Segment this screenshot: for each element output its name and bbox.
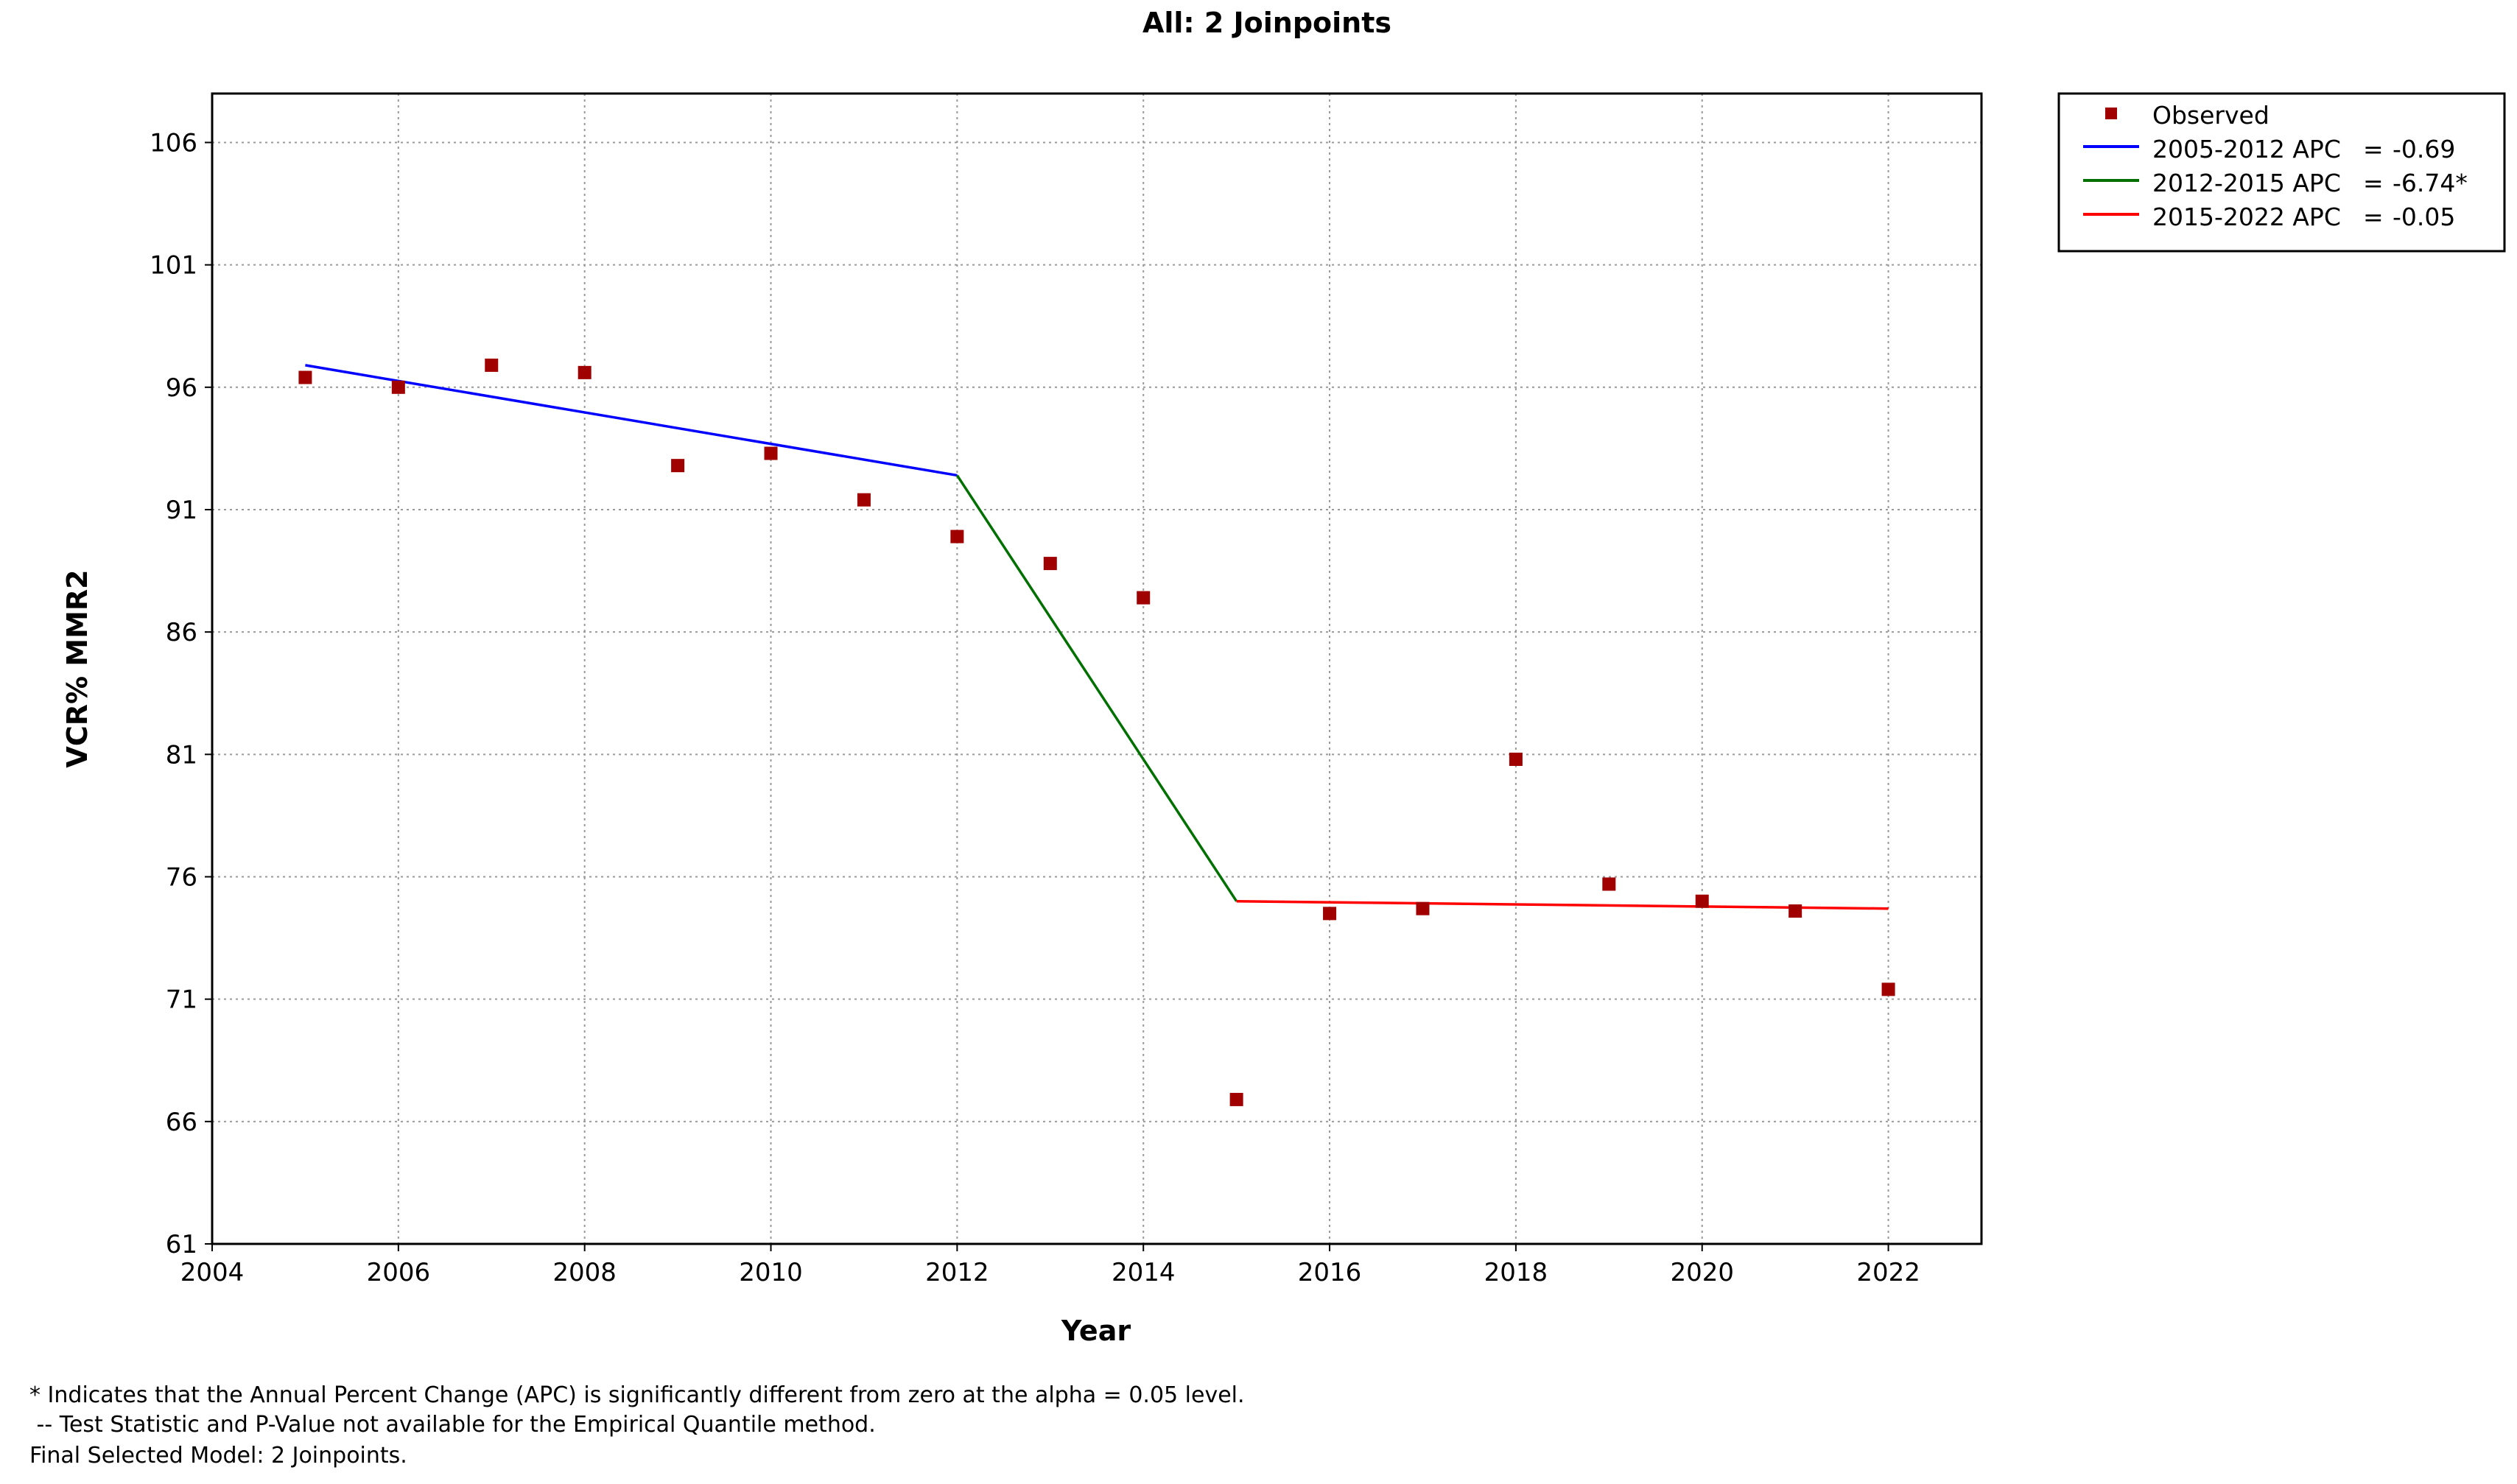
observed-point-2020 — [1695, 894, 1709, 908]
x-tick-label-2014: 2014 — [1112, 1258, 1176, 1287]
x-tick-label-2010: 2010 — [739, 1258, 803, 1287]
legend-segment-1-apc: -0.69 — [2393, 135, 2455, 163]
x-tick-label-2012: 2012 — [925, 1258, 989, 1287]
y-axis-ticks: 61 66 71 76 81 86 91 96 101 106 — [150, 128, 212, 1259]
legend-observed-marker — [2105, 108, 2117, 119]
y-axis-title: VCR% MMR2 — [61, 569, 94, 767]
trend-segment-2 — [955, 474, 1238, 902]
x-tick-label-2018: 2018 — [1484, 1258, 1548, 1287]
observed-point-2007 — [485, 358, 499, 372]
legend-segment-2-apc: -6.74* — [2393, 169, 2468, 197]
y-tick-label-71: 71 — [166, 985, 197, 1015]
y-tick-label-86: 86 — [166, 618, 197, 647]
legend-segment-3-apc: -0.05 — [2393, 203, 2455, 231]
observed-point-2008 — [578, 365, 591, 379]
footnote-test-statistic: -- Test Statistic and P-Value not availa… — [29, 1412, 876, 1438]
observed-point-2009 — [671, 459, 685, 473]
y-tick-label-76: 76 — [166, 862, 197, 892]
observed-point-2012 — [950, 530, 964, 544]
x-tick-label-2022: 2022 — [1856, 1258, 1920, 1287]
y-tick-label-101: 101 — [150, 251, 197, 281]
observed-point-2010 — [764, 446, 778, 460]
legend: Observed 2005-2012 APC = -0.69 2012-2015… — [2057, 92, 2506, 253]
observed-point-2022 — [1881, 982, 1895, 996]
legend-frame — [2057, 92, 2506, 253]
legend-segment-3-label: 2015-2022 APC — [2152, 203, 2341, 231]
legend-segment-2-equals: = — [2363, 169, 2384, 197]
x-tick-label-2006: 2006 — [367, 1258, 431, 1287]
observed-point-2019 — [1602, 877, 1616, 891]
footnotes: * Indicates that the Annual Percent Chan… — [29, 1382, 1245, 1469]
y-tick-label-81: 81 — [166, 740, 197, 770]
legend-segment-2-label: 2012-2015 APC — [2152, 169, 2341, 197]
y-tick-label-106: 106 — [150, 128, 197, 158]
observed-points — [298, 358, 1895, 1106]
footnote-significance: * Indicates that the Annual Percent Chan… — [29, 1382, 1245, 1408]
x-tick-label-2004: 2004 — [180, 1258, 245, 1287]
chart-title: All: 2 Joinpoints — [1142, 7, 1391, 39]
grid-lines — [212, 94, 1981, 1244]
x-axis-ticks: 2004 2006 2008 2010 2012 2014 2016 2018 2020 2022 — [180, 1244, 1920, 1287]
x-axis-title: Year — [1061, 1315, 1131, 1347]
legend-segment-1-equals: = — [2363, 135, 2384, 163]
regression-segments — [305, 364, 1889, 910]
trend-segment-1 — [305, 364, 958, 477]
observed-point-2018 — [1509, 752, 1523, 766]
y-tick-label-96: 96 — [166, 373, 197, 403]
observed-point-2017 — [1416, 901, 1430, 915]
y-tick-label-61: 61 — [166, 1230, 197, 1259]
legend-segment-3-equals: = — [2363, 203, 2384, 231]
observed-point-2014 — [1137, 591, 1151, 605]
observed-point-2011 — [857, 493, 871, 507]
observed-point-2013 — [1043, 557, 1057, 571]
x-tick-label-2016: 2016 — [1298, 1258, 1362, 1287]
observed-point-2021 — [1788, 904, 1802, 918]
trend-segment-3 — [1236, 899, 1889, 910]
plot-frame — [211, 92, 1983, 1245]
legend-segment-1-label: 2005-2012 APC — [2152, 135, 2341, 163]
x-tick-label-2008: 2008 — [552, 1258, 617, 1287]
y-tick-label-66: 66 — [166, 1108, 197, 1137]
y-tick-label-91: 91 — [166, 496, 197, 525]
observed-point-2006 — [391, 380, 405, 394]
legend-observed-label: Observed — [2152, 101, 2269, 130]
observed-point-2015 — [1229, 1092, 1243, 1106]
observed-point-2016 — [1323, 907, 1337, 921]
x-tick-label-2020: 2020 — [1670, 1258, 1734, 1287]
observed-point-2005 — [298, 370, 312, 384]
footnote-final-model: Final Selected Model: 2 Joinpoints. — [29, 1443, 407, 1469]
